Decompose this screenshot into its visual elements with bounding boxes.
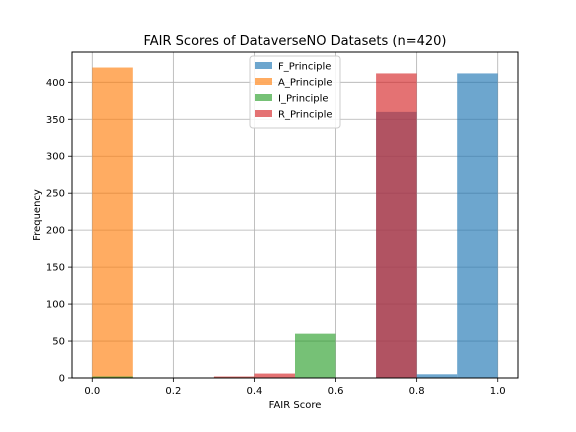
x-axis-label: FAIR Score bbox=[269, 400, 322, 411]
histogram-bars bbox=[92, 67, 498, 379]
bar-r-principle bbox=[254, 373, 295, 378]
y-tick-label: 400 bbox=[46, 78, 65, 89]
x-tick-label: 0.0 bbox=[84, 386, 100, 397]
bar-r-principle bbox=[376, 73, 417, 378]
legend-swatch bbox=[255, 110, 272, 117]
chart-title: FAIR Scores of DataverseNO Datasets (n=4… bbox=[144, 34, 447, 49]
y-axis-label: Frequency bbox=[32, 189, 43, 241]
legend-label: F_Principle bbox=[278, 62, 331, 73]
legend-label: I_Principle bbox=[278, 94, 329, 105]
bar-i-principle bbox=[92, 376, 133, 378]
y-tick-label: 350 bbox=[46, 115, 65, 126]
y-tick-label: 0 bbox=[59, 374, 65, 385]
y-tick-label: 250 bbox=[46, 189, 65, 200]
legend-box bbox=[249, 55, 341, 129]
bar-r-principle bbox=[213, 376, 255, 378]
bar-f-principle bbox=[416, 374, 458, 378]
x-tick-label: 0.2 bbox=[165, 386, 181, 397]
y-tick-label: 100 bbox=[46, 300, 65, 311]
x-tick-label: 0.4 bbox=[247, 386, 263, 397]
legend-label: R_Principle bbox=[278, 110, 333, 121]
x-tick-label: 1.0 bbox=[490, 386, 506, 397]
bar-f-principle bbox=[457, 73, 498, 378]
legend-swatch bbox=[255, 94, 272, 101]
legend-label: A_Principle bbox=[278, 78, 332, 89]
legend-swatch bbox=[255, 62, 272, 69]
legend-swatch bbox=[255, 78, 272, 85]
axis-ticks: 0.0 0.2 0.4 0.6 0.8 1.0 0 50 100 150 200 250 300 350 4… bbox=[46, 78, 506, 397]
plot-frame bbox=[71, 51, 519, 379]
y-tick-label: 300 bbox=[46, 152, 65, 163]
legend: F_Principle A_Principle I_Principle R_Princ… bbox=[249, 55, 341, 129]
bar-i-principle bbox=[295, 333, 336, 378]
bar-a-principle bbox=[92, 67, 133, 379]
x-tick-label: 0.8 bbox=[409, 386, 425, 397]
y-tick-label: 150 bbox=[46, 263, 65, 274]
x-tick-label: 0.6 bbox=[328, 386, 344, 397]
y-tick-label: 200 bbox=[46, 226, 65, 237]
y-tick-label: 50 bbox=[52, 337, 65, 348]
